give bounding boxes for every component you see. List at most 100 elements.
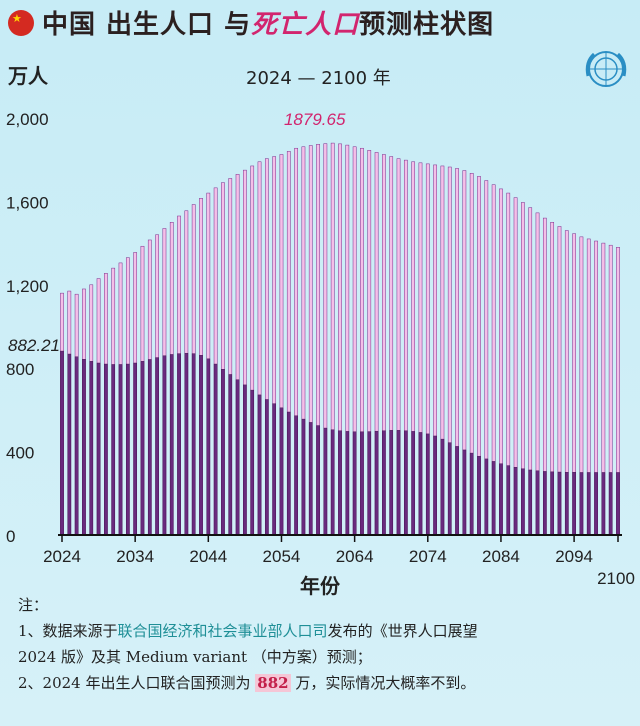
- births-bar-2063: [345, 431, 350, 536]
- births-bar-2039: [169, 354, 174, 536]
- births-bar-2089: [535, 470, 540, 536]
- births-bar-2048: [235, 379, 240, 536]
- births-bar-2031: [111, 364, 116, 536]
- births-bar-2046: [221, 369, 225, 536]
- x-tick-label: 2074: [409, 547, 447, 566]
- births-bar-2036: [147, 359, 152, 536]
- notes-line1-prefix: 1、数据来源于: [18, 622, 118, 640]
- births-bar-2027: [82, 359, 86, 536]
- births-bar-2073: [418, 432, 423, 536]
- births-bar-2081: [477, 455, 481, 536]
- notes-line3: 2、2024 年出生人口联合国预测为 882 万，实际情况大概率不到。: [18, 670, 478, 696]
- chart-title: 中国 出生人口 与 死亡人口 预测柱状图: [42, 2, 494, 42]
- x-tick-label: 2064: [336, 547, 374, 566]
- births-bar-2040: [177, 353, 181, 536]
- births-bar-2087: [521, 468, 525, 536]
- births-bar-2080: [469, 452, 474, 536]
- births-bar-2069: [389, 430, 394, 536]
- births-bar-2026: [74, 356, 79, 536]
- births-bar-2051: [257, 394, 262, 536]
- unit-label: 万人: [8, 64, 48, 88]
- births-bar-2065: [360, 431, 364, 536]
- x-tick-label: 2054: [263, 547, 301, 566]
- births-bar-2090: [543, 471, 547, 536]
- births-bar-2058: [308, 422, 313, 536]
- births-bar-2034: [133, 362, 137, 536]
- births-bar-2050: [250, 389, 255, 536]
- x-axis-label: 年份: [300, 574, 340, 598]
- title-part1: 中国 出生人口 与: [42, 9, 252, 40]
- notes-line1: 1、数据来源于联合国经济和社会事业部人口司发布的《世界人口展望: [18, 618, 478, 644]
- births-bar-2095: [579, 472, 584, 536]
- births-bar-2049: [243, 384, 247, 536]
- x-tick-label: 2084: [482, 547, 520, 566]
- notes-line3-prefix: 2、2024 年出生人口联合国预测为: [18, 674, 256, 692]
- births-bar-2076: [440, 438, 445, 536]
- births-bar-2078: [455, 446, 459, 536]
- title-part3: 预测柱状图: [359, 9, 495, 40]
- births-2024-label: 882.21: [8, 336, 60, 355]
- x-tick-label: 2044: [189, 547, 227, 566]
- births-bar-2082: [484, 458, 489, 536]
- births-bar-2029: [96, 362, 101, 536]
- births-bar-2043: [199, 355, 203, 536]
- x-tick-label: 2100: [597, 569, 635, 588]
- births-bar-2097: [594, 472, 598, 536]
- births-bar-2100: [616, 472, 620, 536]
- births-bar-2055: [286, 411, 291, 536]
- births-bar-2024: [60, 350, 64, 536]
- births-bar-2075: [433, 435, 437, 536]
- births-bars: [60, 350, 620, 536]
- births-bar-2052: [265, 399, 269, 536]
- births-bar-2041: [184, 352, 189, 536]
- births-bar-2096: [586, 472, 591, 536]
- births-bar-2092: [557, 471, 562, 536]
- un-emblem-icon: [585, 51, 627, 87]
- births-bar-2098: [601, 472, 606, 536]
- births-bar-2033: [126, 363, 130, 536]
- births-bar-2062: [338, 430, 342, 536]
- births-bar-2060: [323, 427, 328, 536]
- births-bar-2077: [447, 442, 452, 536]
- births-bar-2053: [272, 403, 276, 536]
- births-bar-2047: [228, 374, 233, 536]
- births-bar-2083: [491, 461, 496, 536]
- x-tick-label: 2094: [555, 547, 593, 566]
- births-bar-2035: [140, 361, 145, 536]
- y-tick-label: 2,000: [6, 110, 49, 129]
- y-tick-label: 800: [6, 360, 34, 379]
- notes-line3-suffix: 万，实际情况大概率不到。: [290, 674, 476, 692]
- births-bar-2038: [162, 355, 167, 536]
- annotations: 1879.65 882.21: [8, 110, 346, 355]
- subtitle: 2024 — 2100 年: [246, 68, 391, 89]
- births-bar-2085: [506, 465, 511, 536]
- births-bar-2064: [352, 431, 357, 536]
- x-tick-label: 2024: [43, 547, 81, 566]
- births-bar-2088: [528, 469, 533, 536]
- births-bar-2059: [316, 425, 320, 536]
- births-bar-2032: [118, 364, 123, 536]
- births-bar-2025: [67, 353, 72, 536]
- births-bar-2074: [425, 433, 430, 536]
- title-death: 死亡人口: [251, 9, 360, 40]
- births-bar-2068: [382, 430, 386, 536]
- notes-source: 联合国经济和社会事业部人口司: [117, 622, 328, 640]
- y-tick-label: 1,200: [6, 277, 49, 296]
- births-bar-2084: [499, 463, 503, 536]
- births-bar-2099: [608, 472, 613, 536]
- births-bar-2061: [330, 429, 335, 536]
- y-tick-label: 0: [6, 527, 15, 546]
- notes-line1-suffix: 发布的《世界人口展望: [327, 622, 478, 640]
- births-bar-2028: [89, 361, 94, 536]
- notes-heading: 注：: [18, 596, 49, 614]
- births-bar-2079: [462, 449, 467, 536]
- births-bar-2071: [404, 430, 408, 536]
- births-bar-2037: [155, 357, 159, 536]
- y-tick-label: 400: [6, 444, 34, 463]
- x-tick-label: 2034: [116, 547, 154, 566]
- births-bar-2070: [396, 430, 401, 536]
- births-bar-2091: [550, 471, 554, 536]
- births-bar-2044: [206, 358, 211, 536]
- china-flag-icon: ★: [8, 10, 34, 36]
- births-bar-2056: [294, 415, 298, 536]
